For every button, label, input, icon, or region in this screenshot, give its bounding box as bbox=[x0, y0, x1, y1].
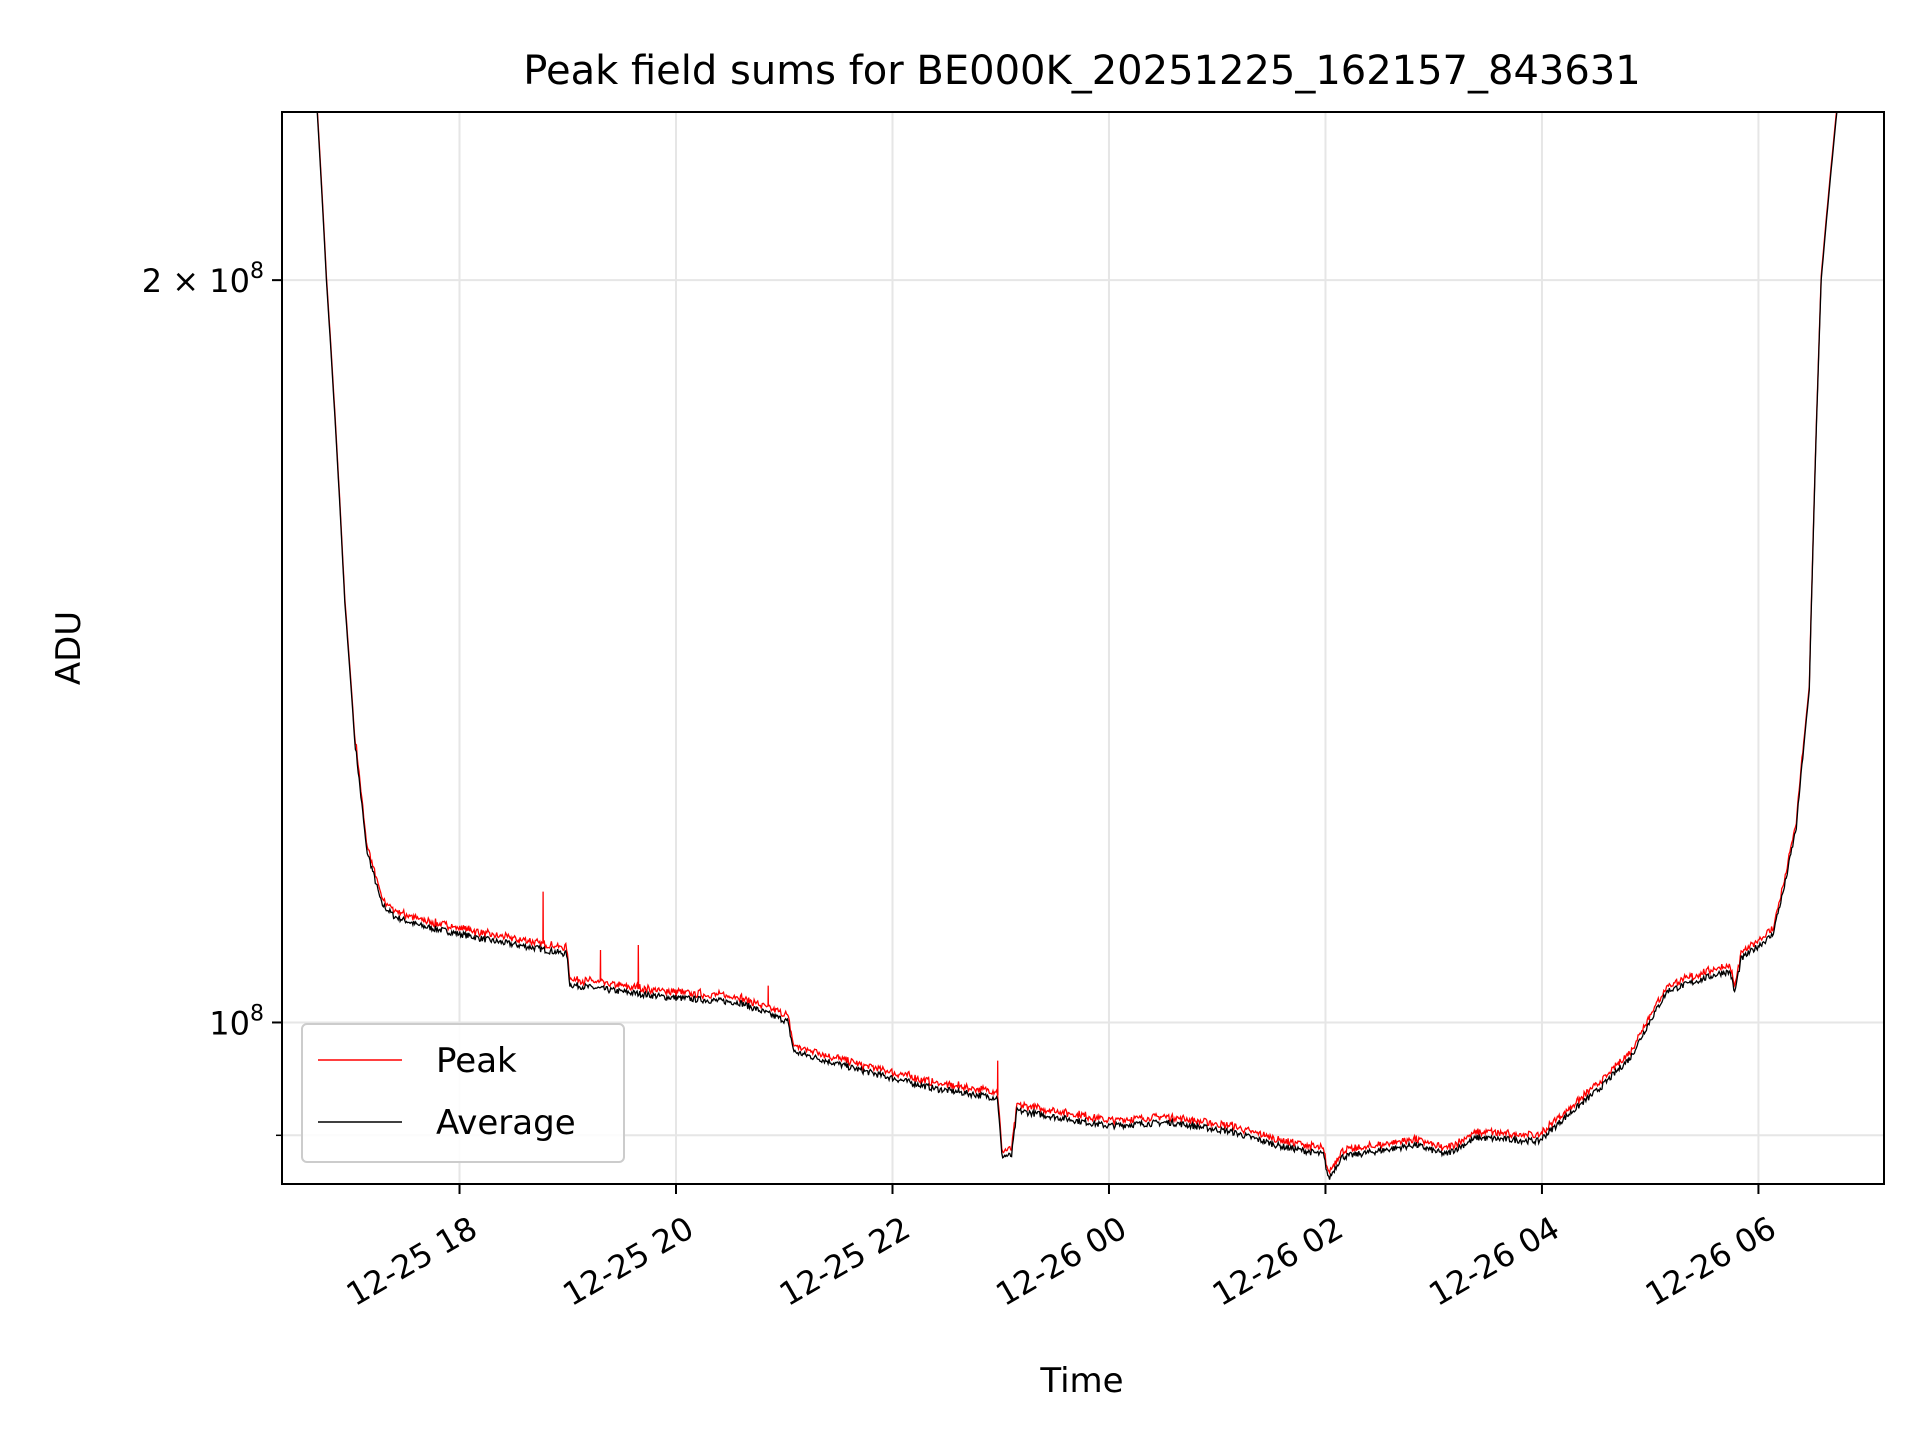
x-tick-label: 12-25 18 bbox=[340, 1209, 484, 1314]
x-tick-label: 12-25 20 bbox=[556, 1209, 700, 1314]
average-series-line bbox=[316, 112, 1838, 1180]
legend-box bbox=[301, 1023, 625, 1163]
x-tick-label: 12-26 04 bbox=[1422, 1209, 1566, 1314]
x-tick-label: 12-26 06 bbox=[1639, 1209, 1783, 1314]
plot-frame bbox=[281, 111, 1885, 1185]
x-tick-label: 12-26 00 bbox=[989, 1209, 1133, 1314]
x-tick-label: 12-25 22 bbox=[773, 1209, 917, 1314]
y-tick-label: 108 bbox=[209, 1001, 264, 1042]
legend-average-label: Average bbox=[436, 1103, 576, 1143]
x-tick-label: 12-26 02 bbox=[1206, 1209, 1350, 1314]
y-axis-label: ADU bbox=[49, 611, 89, 685]
peak-series-line bbox=[316, 112, 1838, 1175]
legend-peak-label: Peak bbox=[436, 1041, 517, 1081]
legend: Peak Average bbox=[301, 1023, 625, 1163]
y-tick-label: 2 × 108 bbox=[142, 259, 264, 300]
grid bbox=[282, 112, 1884, 1184]
chart-title: Peak field sums for BE000K_20251225_1621… bbox=[523, 48, 1640, 94]
x-axis-label: Time bbox=[1039, 1361, 1123, 1401]
